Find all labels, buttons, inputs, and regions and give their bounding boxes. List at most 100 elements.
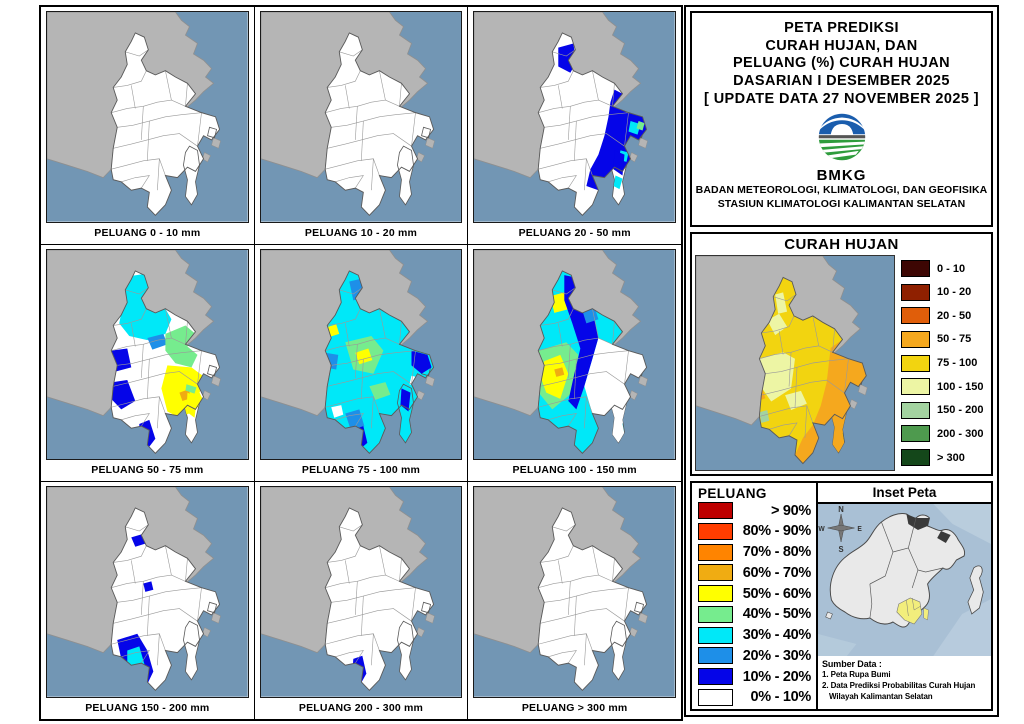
- peluang-legend-swatch: [698, 502, 733, 519]
- title-line: DASARIAN I DESEMBER 2025: [733, 73, 950, 90]
- peluang-legend-swatch: [698, 543, 733, 561]
- bottom-panel: PELUANG > 90% 80% - 90% 70% - 80% 60% - 70%…: [690, 481, 993, 711]
- curah-legend-swatch: [901, 425, 930, 443]
- sumber-line: 1. Peta Rupa Bumi: [822, 670, 891, 680]
- curah-legend-label: 75 - 100: [937, 357, 978, 369]
- curah-legend-label: 20 - 50: [937, 309, 972, 322]
- peluang-legend-row: 40% - 50%: [698, 605, 812, 623]
- map-caption: PELUANG 0 - 10 mm: [94, 226, 201, 239]
- peluang-legend-swatch: [698, 688, 733, 706]
- peluang-legend-swatch: [698, 564, 733, 582]
- peluang-legend-label: 70% - 80%: [742, 544, 812, 561]
- peluang-legend-title: PELUANG: [698, 486, 767, 501]
- title-block: PETA PREDIKSI CURAH HUJAN, DAN PELUANG (…: [690, 11, 993, 227]
- map-caption: PELUANG 20 - 50 mm: [518, 226, 631, 239]
- peluang-legend-label: 40% - 50%: [742, 606, 812, 623]
- title-line: PETA PREDIKSI: [784, 20, 899, 36]
- svg-text:S: S: [839, 545, 844, 554]
- curah-legend-label: 200 - 300: [937, 427, 984, 440]
- curah-legend-swatch: [901, 401, 930, 419]
- sumber-data: Sumber Data : 1. Peta Rupa Bumi 2. Data …: [818, 656, 991, 703]
- svg-text:N: N: [838, 505, 844, 514]
- curah-legend-swatch: [901, 283, 930, 301]
- map-caption: PELUANG 100 - 150 mm: [512, 464, 637, 477]
- map-cell-m9: PELUANG > 300 mm: [468, 482, 681, 719]
- peluang-legend-label: 30% - 40%: [742, 627, 812, 644]
- curah-hujan-title: CURAH HUJAN: [784, 236, 899, 253]
- curah-legend-row: 75 - 100: [901, 354, 989, 372]
- peluang-legend-row: 80% - 90%: [698, 522, 812, 540]
- peluang-legend-swatch: [698, 668, 733, 686]
- peluang-legend-row: 70% - 80%: [698, 543, 812, 561]
- bmkg-logo-icon: [810, 111, 874, 168]
- peluang-legend-label: 50% - 60%: [742, 585, 812, 602]
- inset-map: N W E S: [818, 504, 991, 656]
- sumber-heading: Sumber Data :: [822, 659, 882, 669]
- curah-legend-row: 0 - 10: [901, 260, 989, 277]
- curah-hujan-map: [695, 255, 895, 471]
- peluang-legend-swatch: [698, 585, 733, 603]
- inset-peta-title: Inset Peta: [818, 483, 991, 504]
- map-cell-m4: PELUANG 50 - 75 mm: [41, 244, 254, 482]
- map-panel-m4: [46, 248, 249, 461]
- inset-peta-panel: Inset Peta N W E S Sumber Data : 1. Peta…: [818, 483, 991, 709]
- peluang-legend-swatch: [698, 626, 733, 644]
- curah-legend-row: 150 - 200: [901, 401, 989, 419]
- title-line: PELUANG (%) CURAH HUJAN: [732, 55, 951, 72]
- peluang-legend-row: 30% - 40%: [698, 626, 812, 644]
- curah-legend-row: 20 - 50: [901, 307, 989, 325]
- map-cell-m5: PELUANG 75 - 100 mm: [254, 244, 468, 482]
- map-caption: PELUANG > 300 mm: [521, 702, 628, 714]
- curah-legend-label: > 300: [937, 451, 965, 464]
- map-caption: PELUANG 50 - 75 mm: [91, 464, 204, 477]
- map-cell-m7: PELUANG 150 - 200 mm: [41, 482, 254, 719]
- map-cell-m6: PELUANG 100 - 150 mm: [468, 244, 681, 482]
- map-panel-m7: [46, 486, 249, 698]
- maps-grid: PELUANG 0 - 10 mm PELUANG 10 - 20 mm PEL…: [39, 5, 683, 721]
- peluang-legend-label: > 90%: [770, 502, 811, 519]
- curah-legend-label: 100 - 150: [937, 380, 984, 393]
- curah-legend-swatch: [901, 260, 930, 277]
- peluang-legend-row: 50% - 60%: [698, 585, 812, 603]
- map-caption: PELUANG 75 - 100 mm: [301, 464, 421, 477]
- map-caption: PELUANG 10 - 20 mm: [304, 226, 418, 239]
- curah-legend-label: 150 - 200: [937, 404, 984, 417]
- bmkg-logo-text: BMKG: [816, 167, 867, 185]
- curah-legend-label: 0 - 10: [937, 262, 966, 275]
- map-cell-m1: PELUANG 0 - 10 mm: [41, 7, 254, 244]
- curah-hujan-panel: CURAH HUJAN 0 - 10 10 - 20 20 - 50 50 - 75 7…: [690, 232, 993, 476]
- map-panel-m9: [473, 486, 676, 698]
- compass-rose: N W E S: [818, 505, 862, 554]
- sumber-line: Wilayah Kalimantan Selatan: [829, 691, 933, 701]
- curah-legend-swatch: [901, 378, 930, 396]
- curah-legend-swatch: [901, 330, 930, 348]
- title-line: [ UPDATE DATA 27 NOVEMBER 2025 ]: [704, 90, 979, 107]
- info-column: PETA PREDIKSI CURAH HUJAN, DAN PELUANG (…: [684, 5, 999, 717]
- map-caption: PELUANG 200 - 300 mm: [298, 702, 424, 714]
- peluang-legend-panel: PELUANG > 90% 80% - 90% 70% - 80% 60% - 70%…: [692, 483, 818, 709]
- map-panel-m8: [259, 486, 463, 698]
- curah-legend-row: 10 - 20: [901, 283, 989, 301]
- curah-legend-label: 10 - 20: [937, 286, 972, 299]
- peluang-legend-label: 80% - 90%: [742, 523, 812, 540]
- peluang-legend-row: 0% - 10%: [698, 688, 812, 706]
- peluang-legend-label: 20% - 30%: [742, 647, 812, 664]
- map-panel-m2: [259, 11, 463, 223]
- svg-text:W: W: [818, 526, 825, 533]
- peluang-legend-swatch: [698, 647, 733, 665]
- peluang-legend-row: 20% - 30%: [698, 647, 812, 665]
- curah-legend-label: 50 - 75: [937, 333, 972, 346]
- map-caption: PELUANG 150 - 200 mm: [85, 702, 210, 714]
- curah-legend-row: 200 - 300: [901, 425, 989, 443]
- curah-legend-swatch: [901, 307, 930, 325]
- peluang-legend-row: 60% - 70%: [698, 564, 811, 582]
- peluang-legend-row: > 90%: [698, 502, 811, 519]
- peluang-legend-swatch: [698, 605, 733, 623]
- map-panel-m6: [473, 248, 676, 461]
- peluang-legend-row: 10% - 20%: [698, 668, 811, 686]
- peluang-legend-label: 0% - 10%: [750, 689, 812, 706]
- map-cell-m8: PELUANG 200 - 300 mm: [254, 482, 468, 719]
- curah-legend-row: 50 - 75: [901, 330, 989, 348]
- map-panel-m1: [46, 11, 249, 223]
- peluang-legend-swatch: [698, 522, 733, 540]
